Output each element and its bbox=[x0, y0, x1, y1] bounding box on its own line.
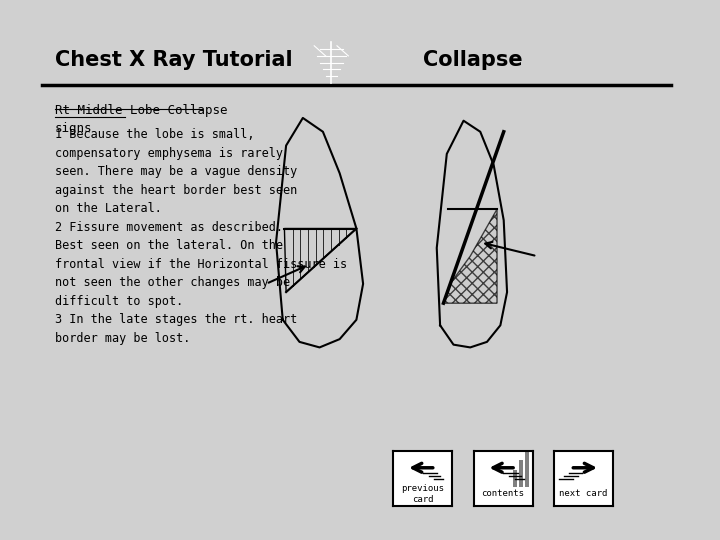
Bar bbox=[518, 460, 523, 487]
Bar bbox=[525, 449, 528, 487]
Text: Collapse: Collapse bbox=[423, 50, 523, 70]
Polygon shape bbox=[444, 209, 497, 303]
Text: 1 Because the lobe is small,
compensatory emphysema is rarely
seen. There may be: 1 Because the lobe is small, compensator… bbox=[55, 129, 347, 345]
Text: next card: next card bbox=[559, 489, 608, 498]
Text: Rt Middle Lobe Collapse
signs: Rt Middle Lobe Collapse signs bbox=[55, 104, 228, 135]
Text: previous
card: previous card bbox=[401, 484, 444, 504]
Text: contents: contents bbox=[482, 489, 525, 498]
Text: Chest X Ray Tutorial: Chest X Ray Tutorial bbox=[55, 50, 293, 70]
Bar bbox=[513, 470, 517, 487]
